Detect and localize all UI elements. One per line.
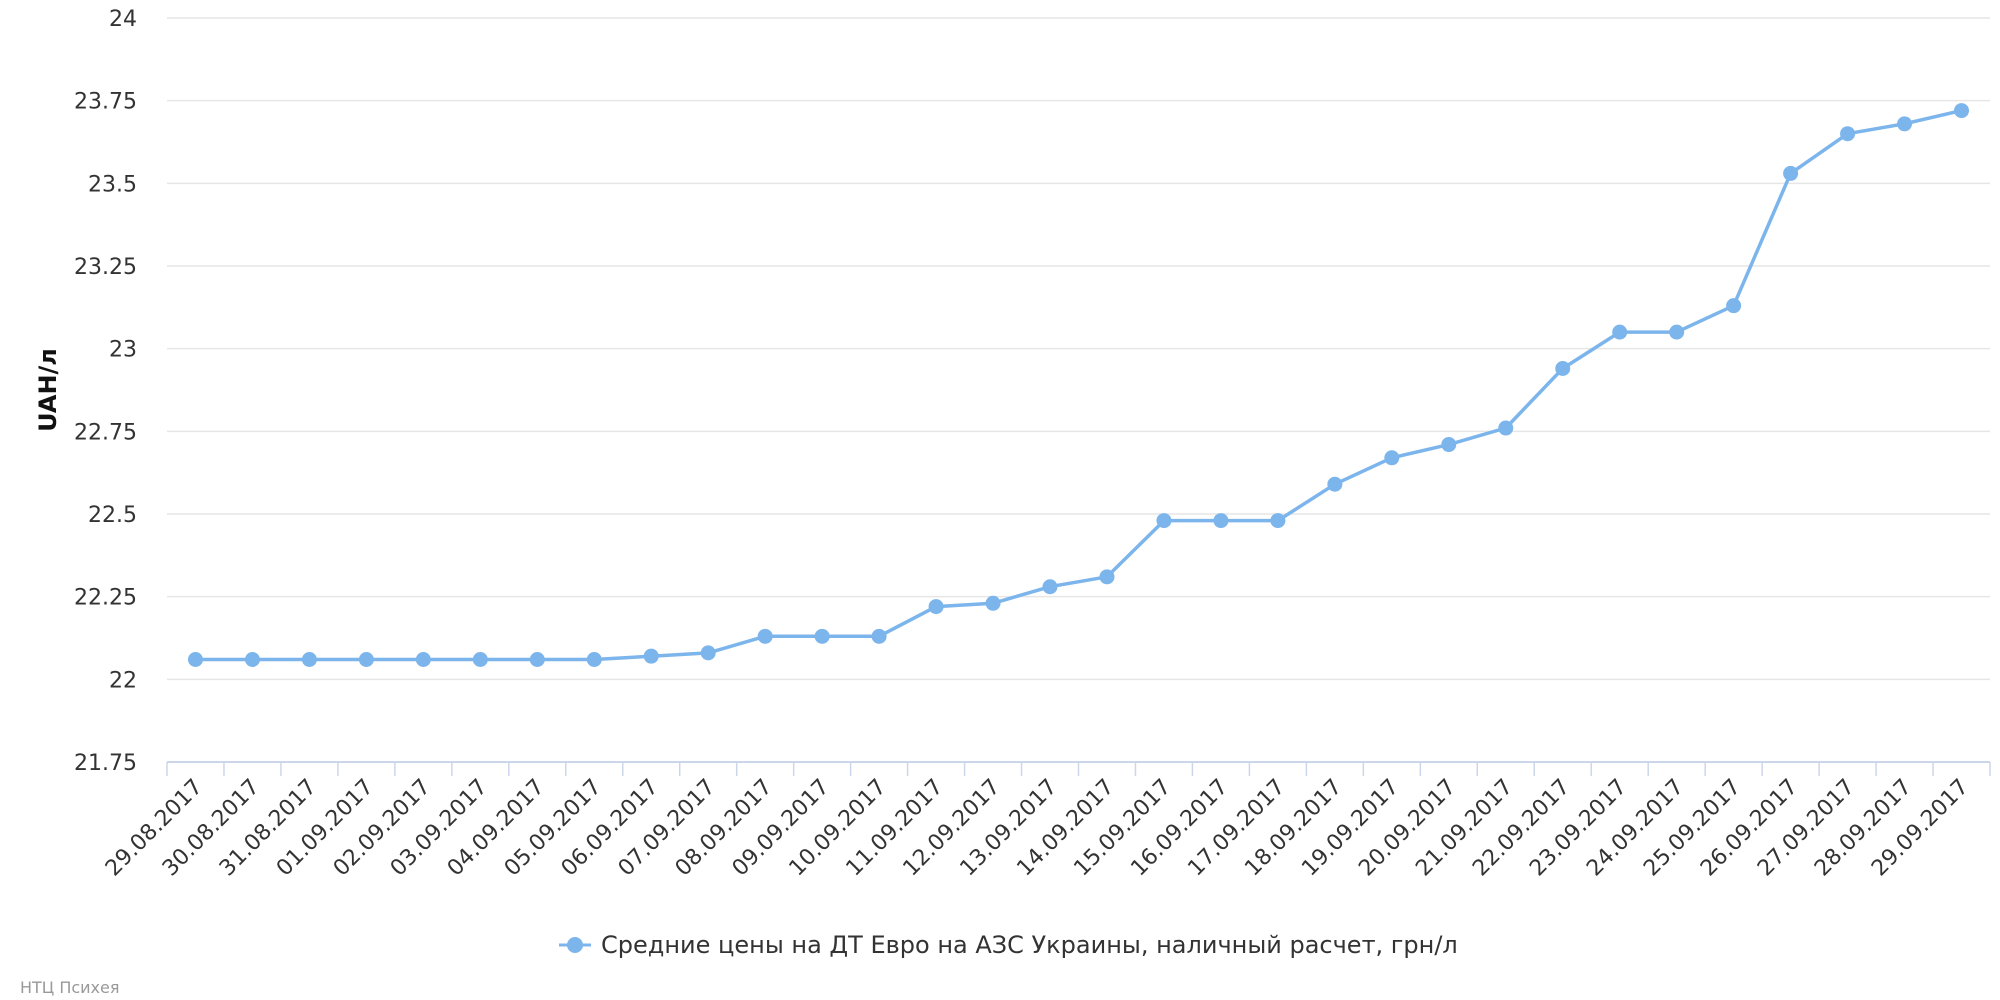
y-tick-label: 21.75: [74, 751, 137, 776]
data-point: [985, 595, 1001, 611]
x-axis: [166, 761, 1991, 776]
data-point: [472, 651, 488, 667]
data-point: [358, 651, 374, 667]
data-point: [1840, 126, 1856, 142]
legend-dot-marker: [567, 937, 583, 953]
data-point: [814, 628, 830, 644]
data-point: [928, 599, 944, 615]
data-point: [643, 648, 659, 664]
data-point: [1897, 116, 1913, 132]
data-point: [415, 651, 431, 667]
data-point: [1156, 513, 1172, 529]
data-point: [1327, 476, 1343, 492]
series-line: [187, 103, 1970, 667]
y-tick-label: 23.5: [88, 172, 137, 197]
data-point: [1042, 579, 1058, 595]
y-tick-label: 23.75: [74, 90, 137, 115]
x-axis-ticks: 29.08.201730.08.201731.08.201701.09.2017…: [101, 775, 1974, 882]
data-point: [1726, 298, 1742, 314]
data-point: [871, 628, 887, 644]
data-point: [1384, 450, 1400, 466]
y-tick-label: 22.25: [74, 586, 137, 611]
legend[interactable]: Средние цены на ДТ Евро на АЗС Украины, …: [559, 931, 1458, 959]
data-point: [1612, 324, 1628, 340]
data-point: [1555, 361, 1571, 377]
data-point: [700, 645, 716, 661]
data-point: [586, 651, 602, 667]
legend-item-label[interactable]: Средние цены на ДТ Евро на АЗС Украины, …: [601, 931, 1458, 959]
y-tick-label: 23: [109, 338, 137, 363]
y-tick-label: 24: [109, 7, 137, 32]
data-point: [1954, 103, 1970, 119]
grid-lines: [167, 17, 1990, 681]
y-tick-label: 23.25: [74, 255, 137, 280]
data-point: [1099, 569, 1115, 585]
data-point: [244, 651, 260, 667]
y-tick-label: 22.5: [88, 503, 137, 528]
data-point: [1441, 437, 1457, 453]
y-tick-label: 22.75: [74, 420, 137, 445]
y-axis-label: UAH/л: [34, 348, 62, 432]
y-tick-label: 22: [109, 668, 137, 693]
data-point: [757, 628, 773, 644]
data-point: [1669, 324, 1685, 340]
data-point: [529, 651, 545, 667]
data-point: [1270, 513, 1286, 529]
y-axis-ticks: 21.75 22 22.25 22.5 22.75 23 23.25 23.5 23.75 24: [74, 7, 137, 776]
data-point: [1213, 513, 1229, 529]
data-point: [187, 651, 203, 667]
data-point: [1498, 420, 1514, 436]
data-point: [301, 651, 317, 667]
x-tick-label: 29.08.2017: [101, 775, 208, 882]
series-path: [193, 108, 1964, 662]
credits-text[interactable]: НТЦ Психея: [20, 978, 120, 997]
data-point: [1783, 165, 1799, 181]
